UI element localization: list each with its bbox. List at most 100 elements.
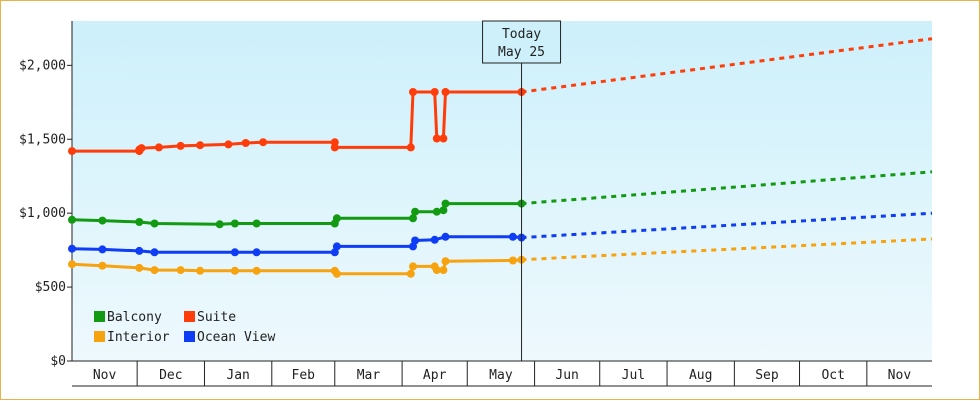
y-axis: $0 $500 $1,000 $1,500 $2,000 — [19, 21, 73, 369]
data-point[interactable] — [439, 134, 448, 143]
data-point[interactable] — [430, 88, 439, 96]
legend-label: Ocean View — [197, 330, 275, 345]
forecast-line — [521, 211, 933, 240]
data-point[interactable] — [135, 246, 144, 255]
data-point[interactable] — [196, 141, 205, 150]
series-layer — [68, 37, 933, 278]
data-point[interactable] — [135, 263, 144, 272]
data-point[interactable] — [332, 269, 341, 278]
legend-swatch — [94, 311, 105, 322]
x-tick-label: Dec — [159, 368, 182, 383]
data-point[interactable] — [98, 216, 107, 225]
data-point[interactable] — [252, 248, 261, 257]
today-marker: Today May 25 — [482, 20, 562, 361]
x-tick-label: Jul — [622, 368, 645, 383]
series-interior — [68, 237, 933, 278]
x-tick-label: Mar — [357, 368, 381, 383]
x-axis: Nov Dec Jan Feb Mar Apr May Jun Jul Aug Sep Oct Nov — [72, 360, 932, 387]
data-point[interactable] — [411, 236, 420, 245]
x-tick-label: May — [489, 368, 513, 383]
x-tick-label: Nov — [93, 368, 117, 383]
data-point[interactable] — [68, 260, 76, 269]
forecast-line — [521, 237, 933, 262]
data-point[interactable] — [411, 207, 420, 216]
data-point[interactable] — [441, 199, 450, 208]
data-point[interactable] — [441, 88, 450, 96]
data-point[interactable] — [439, 266, 448, 275]
data-point[interactable] — [406, 143, 415, 152]
legend-item[interactable]: Suite — [184, 310, 236, 325]
plot-background — [72, 21, 932, 361]
legend-swatch — [94, 331, 105, 342]
data-point[interactable] — [135, 218, 144, 226]
series-ocean-view — [68, 211, 933, 257]
x-tick-label: Jan — [226, 368, 249, 383]
series-suite — [68, 37, 933, 156]
today-date: May 25 — [498, 45, 545, 60]
data-point[interactable] — [259, 138, 268, 147]
data-point[interactable] — [441, 232, 450, 241]
x-tick-label: Sep — [755, 368, 779, 383]
data-point[interactable] — [406, 269, 415, 278]
forecast-line — [521, 37, 933, 94]
data-point[interactable] — [508, 256, 517, 265]
data-point[interactable] — [215, 220, 224, 229]
data-point[interactable] — [150, 219, 159, 228]
data-point[interactable] — [252, 219, 261, 228]
data-point[interactable] — [432, 134, 441, 143]
data-point[interactable] — [176, 266, 185, 275]
legend: Balcony Suite Interior Ocean View — [94, 310, 275, 345]
data-point[interactable] — [332, 242, 341, 251]
data-point[interactable] — [150, 248, 159, 257]
data-point[interactable] — [154, 143, 163, 152]
data-point[interactable] — [241, 139, 250, 147]
y-tick-label: $2,000 — [19, 58, 66, 73]
data-point[interactable] — [230, 248, 239, 257]
x-tick-label: Feb — [292, 368, 316, 383]
data-point[interactable] — [68, 215, 76, 224]
forecast-line — [521, 170, 933, 206]
data-point[interactable] — [332, 214, 341, 223]
y-tick-label: $0 — [50, 354, 66, 369]
data-point[interactable] — [439, 206, 448, 215]
data-point[interactable] — [430, 235, 439, 244]
data-point[interactable] — [196, 266, 205, 275]
data-point[interactable] — [68, 147, 76, 156]
y-tick-label: $1,000 — [19, 206, 66, 221]
legend-label: Balcony — [107, 310, 162, 325]
legend-swatch — [184, 331, 195, 342]
data-point[interactable] — [98, 261, 107, 270]
data-point[interactable] — [508, 232, 517, 241]
data-point[interactable] — [224, 140, 233, 149]
data-point[interactable] — [432, 207, 441, 216]
data-point[interactable] — [409, 214, 417, 223]
data-point[interactable] — [230, 219, 239, 228]
x-tick-label: Aug — [689, 368, 712, 383]
legend-label: Interior — [107, 330, 170, 345]
y-tick-label: $1,500 — [19, 132, 66, 147]
series-balcony — [68, 170, 933, 229]
data-point[interactable] — [409, 262, 417, 271]
x-tick-label: Oct — [821, 368, 844, 383]
data-point[interactable] — [432, 266, 441, 275]
x-tick-label: Jun — [555, 368, 578, 383]
today-label-box — [482, 20, 562, 64]
legend-item[interactable]: Ocean View — [184, 330, 275, 345]
data-point[interactable] — [68, 244, 76, 253]
data-point[interactable] — [409, 88, 417, 96]
data-point[interactable] — [150, 266, 159, 275]
data-point[interactable] — [230, 266, 239, 275]
legend-item[interactable]: Interior — [94, 330, 170, 345]
data-point[interactable] — [137, 144, 146, 153]
data-point[interactable] — [252, 266, 261, 275]
data-point[interactable] — [98, 245, 107, 254]
legend-item[interactable]: Balcony — [94, 310, 162, 325]
legend-swatch — [184, 311, 195, 322]
data-point[interactable] — [330, 143, 339, 152]
data-point[interactable] — [176, 141, 185, 150]
legend-label: Suite — [197, 310, 236, 325]
data-point[interactable] — [441, 257, 450, 266]
today-label: Today — [502, 27, 541, 42]
x-tick-label: Apr — [423, 368, 447, 383]
